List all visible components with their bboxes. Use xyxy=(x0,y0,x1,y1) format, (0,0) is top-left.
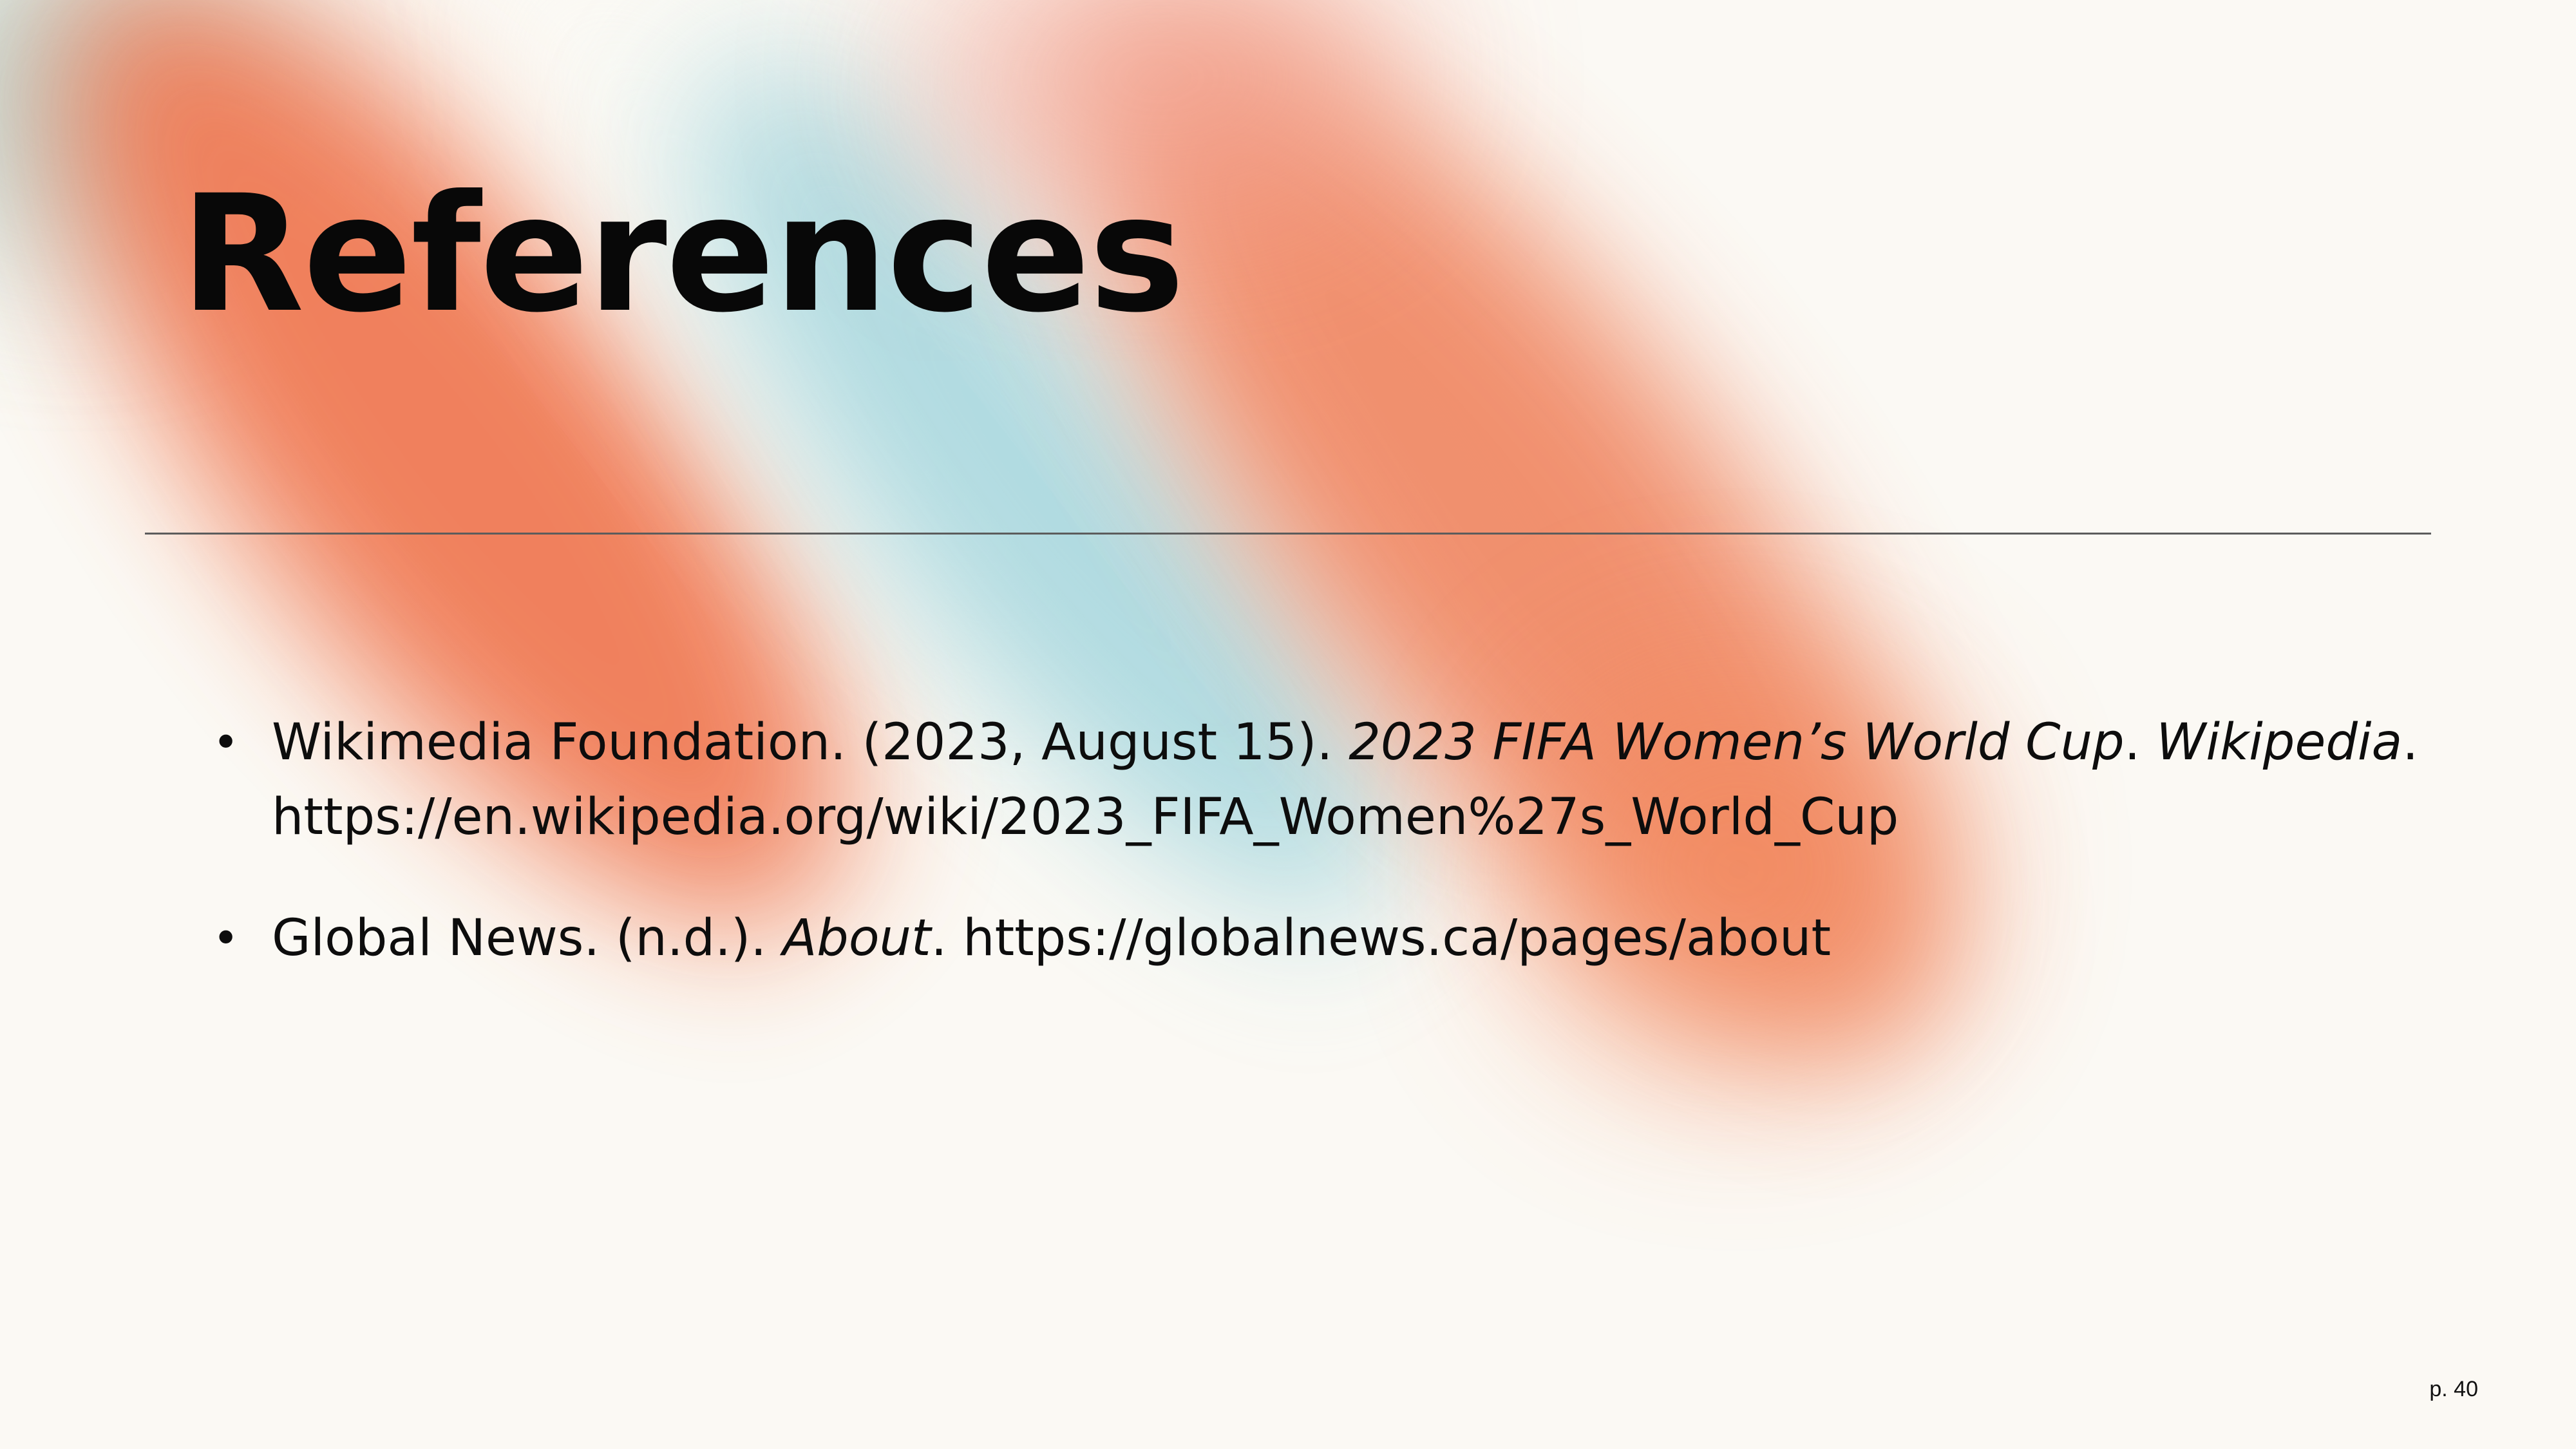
reference-title: About xyxy=(782,909,931,967)
page-title: References xyxy=(180,160,1185,348)
reference-separator: . xyxy=(2124,714,2157,772)
page-number: p. 40 xyxy=(2429,1377,2478,1401)
bullet-icon: • xyxy=(213,912,240,965)
reference-line: Global News. (n.d.). About. https://glob… xyxy=(272,901,2415,976)
reference-list: • Wikimedia Foundation. (2023, August 15… xyxy=(213,705,2419,1022)
reference-url[interactable]: . https://globalnews.ca/pages/about xyxy=(931,909,1832,967)
reference-title: 2023 FIFA Women’s World Cup xyxy=(1349,714,2125,772)
reference-text: Wikimedia Foundation. (2023, August 15). xyxy=(272,714,1349,772)
reference-text: Global News. (n.d.). xyxy=(272,909,782,967)
bullet-icon: • xyxy=(213,716,240,769)
reference-publisher: Wikipedia xyxy=(2156,714,2403,772)
list-item: • Wikimedia Foundation. (2023, August 15… xyxy=(213,705,2419,855)
reference-end: . xyxy=(2402,714,2419,772)
divider-line xyxy=(145,533,2431,535)
list-item: • Global News. (n.d.). About. https://gl… xyxy=(213,901,2415,976)
reference-url[interactable]: https://en.wikipedia.org/wiki/2023_FIFA_… xyxy=(272,788,1899,846)
reference-line: Wikimedia Foundation. (2023, August 15).… xyxy=(272,705,2419,780)
